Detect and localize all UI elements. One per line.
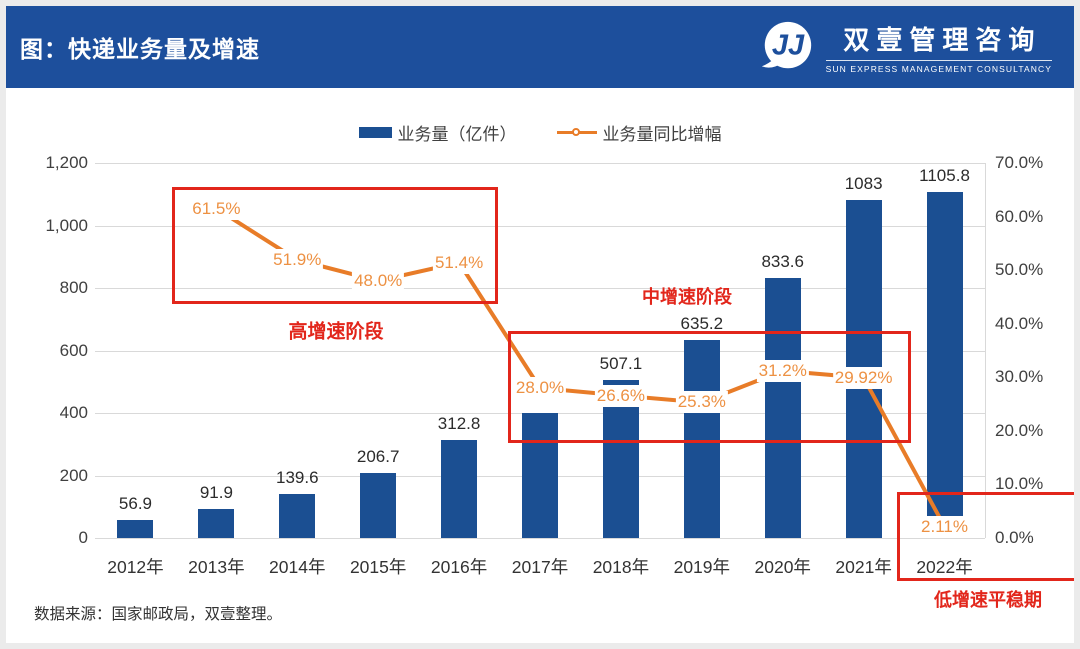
growth-label-2013年: 61.5% (190, 197, 243, 220)
bar-value-2020年: 833.6 (761, 251, 804, 271)
company-logo: JJ 双壹管理咨询 SUN EXPRESS MANAGEMENT CONSULT… (758, 18, 1052, 76)
legend-item-bar: 业务量（亿件） (358, 120, 517, 145)
logo-name-en: SUN EXPRESS MANAGEMENT CONSULTANCY (825, 60, 1052, 74)
right-axis-tick: 60.0% (995, 206, 1044, 226)
bar-2013年 (198, 509, 235, 538)
growth-label-2014年: 51.9% (271, 248, 324, 271)
growth-label-2022年: 2.11% (919, 515, 971, 538)
bar-value-2018年: 507.1 (599, 353, 643, 373)
bar-series-label: 业务量（亿件） (397, 125, 517, 144)
growth-label-2015年: 48.0% (352, 269, 405, 292)
growth-label-2016年: 51.4% (432, 251, 486, 274)
left-axis-tick: 400 (59, 403, 88, 422)
bar-value-2015年: 206.7 (356, 447, 400, 467)
gridline (95, 163, 985, 164)
line-series-label: 业务量同比增幅 (602, 125, 722, 144)
gridline (95, 225, 985, 227)
right-axis-tick: 70.0% (995, 153, 1044, 172)
bar-value-2021年: 1083 (844, 173, 883, 193)
line-series-swatch (556, 127, 597, 138)
bar-2017年 (522, 412, 558, 538)
bar-series-swatch (358, 127, 392, 138)
bar-2012年 (117, 520, 154, 538)
bar-value-2019年: 635.2 (680, 313, 724, 333)
left-axis-tick: 1,200 (45, 153, 88, 172)
x-axis-label: 2017年 (511, 557, 569, 577)
x-axis-label: 2015年 (349, 557, 407, 577)
bar-2020年 (764, 277, 801, 538)
annotation-box-low (897, 492, 1074, 581)
combo-chart: 0 200 400 600 800 1,000 1,200 0.0% 10.0% 20.0% 30.… (6, 6, 1074, 643)
x-axis-label: 2020年 (754, 557, 811, 577)
logo-swoosh-icon: JJ (761, 21, 811, 69)
growth-label-2021年: 29.92% (832, 366, 895, 389)
bar-value-2012年: 56.9 (118, 494, 152, 514)
left-axis-tick: 600 (59, 340, 88, 360)
logo-name-cn: 双壹管理咨询 (843, 26, 1042, 55)
x-axis-label: 2022年 (916, 557, 973, 577)
x-axis-label: 2016年 (430, 557, 488, 577)
growth-label-2020年: 31.2% (756, 359, 809, 382)
growth-label-2019年: 25.3% (675, 391, 728, 414)
x-axis-label: 2014年 (269, 557, 326, 577)
x-axis-label: 2019年 (673, 557, 731, 577)
right-axis-tick: 20.0% (995, 420, 1044, 440)
bar-value-2022年: 1105.8 (919, 166, 970, 186)
annotation-label-low: 低增速平稳期 (934, 590, 1042, 610)
x-axis-label: 2013年 (188, 557, 245, 577)
bar-2015年 (360, 473, 397, 538)
right-axis-tick: 50.0% (995, 260, 1044, 280)
bar-value-2016年: 312.8 (437, 414, 481, 434)
bar-2022年 (926, 192, 963, 538)
title-banner: 图：快递业务量及增速 JJ 双壹管理咨询 SUN EXPRESS MANAGEM… (6, 6, 1074, 88)
growth-label-2018年: 26.6% (594, 384, 648, 407)
annotation-box-high (172, 187, 498, 304)
x-axis-label: 2012年 (107, 557, 164, 577)
data-source-note: 数据来源：国家邮政局，双壹整理。 (34, 606, 283, 623)
gridline (95, 350, 985, 352)
annotation-label-high: 高增速阶段 (288, 321, 384, 343)
left-axis-tick: 800 (59, 278, 88, 297)
left-axis-tick: 1,000 (45, 215, 88, 235)
left-axis-tick: 200 (59, 465, 88, 485)
annotation-box-medium (508, 331, 911, 443)
right-axis-line (985, 163, 986, 538)
gridline (95, 288, 985, 289)
x-axis-label: 2018年 (592, 557, 650, 577)
bar-value-2013年: 91.9 (199, 483, 233, 503)
page-title: 图：快递业务量及增速 (20, 36, 260, 62)
annotation-label-medium: 中增速阶段 (642, 287, 732, 307)
x-axis-label: 2021年 (835, 557, 892, 577)
growth-line-series (214, 206, 947, 529)
bar-2019年 (683, 339, 720, 538)
bar-2016年 (441, 440, 478, 538)
line-swatch-marker-icon (571, 127, 580, 136)
right-axis-tick: 10.0% (995, 474, 1044, 494)
legend-item-line: 业务量同比增幅 (556, 120, 722, 145)
bar-value-2014年: 139.6 (275, 468, 319, 488)
right-axis-tick: 40.0% (995, 313, 1044, 333)
logo-text: 双壹管理咨询 SUN EXPRESS MANAGEMENT CONSULTANC… (825, 20, 1052, 74)
chart-legend: 业务量（亿件） 业务量同比增幅 (6, 120, 1074, 145)
bar-2014年 (279, 494, 316, 538)
right-axis-tick: 0.0% (995, 528, 1034, 547)
gridline (95, 538, 985, 539)
right-axis-tick: 30.0% (995, 367, 1044, 387)
svg-text:JJ: JJ (772, 30, 805, 62)
left-axis-tick: 0 (78, 528, 88, 547)
growth-label-2017年: 28.0% (513, 377, 567, 399)
